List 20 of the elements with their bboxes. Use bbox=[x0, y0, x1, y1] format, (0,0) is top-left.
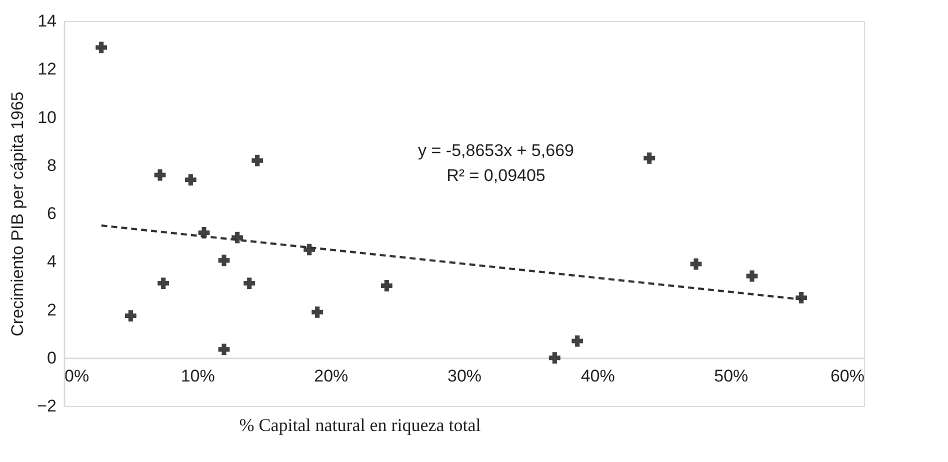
x-tick-label: 30% bbox=[447, 366, 482, 386]
x-tick-label: 0% bbox=[64, 366, 90, 386]
x-tick-label: 60% bbox=[830, 366, 864, 386]
y-tick-label: 8 bbox=[47, 156, 56, 175]
x-tick-label: 20% bbox=[314, 366, 348, 386]
y-tick-label: 12 bbox=[38, 60, 56, 79]
y-tick-label: 10 bbox=[38, 108, 56, 127]
y-tick-label: −2 bbox=[37, 396, 56, 416]
annotation: R² = 0,09405 bbox=[446, 166, 546, 185]
y-tick-label: 4 bbox=[47, 252, 56, 272]
y-tick-label: 14 bbox=[38, 12, 56, 30]
x-tick-label: 10% bbox=[180, 366, 215, 386]
x-axis-title: % Capital natural en riqueza total bbox=[239, 415, 481, 435]
annotation: y = -5,8653x + 5,669 bbox=[418, 141, 574, 160]
x-tick-label: 40% bbox=[580, 366, 615, 386]
y-tick-label: 0 bbox=[47, 348, 56, 368]
y-tick-label: 2 bbox=[47, 300, 56, 320]
x-tick-label: 50% bbox=[714, 366, 748, 386]
y-axis-title: Crecimiento PIB per cápita 1965 bbox=[8, 92, 28, 336]
y-tick-label: 6 bbox=[47, 204, 56, 223]
